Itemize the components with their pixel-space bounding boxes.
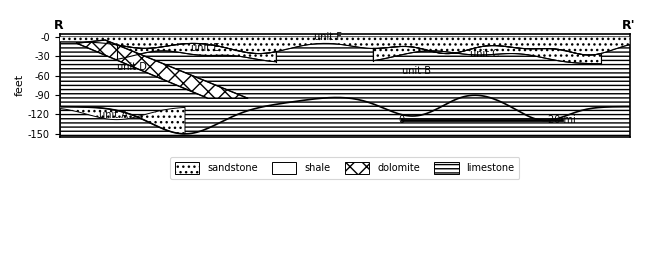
Polygon shape: [60, 37, 630, 137]
Text: unit E: unit E: [190, 43, 219, 53]
Text: unit F: unit F: [314, 32, 341, 42]
Text: R: R: [54, 19, 64, 32]
Text: unit D: unit D: [116, 62, 146, 72]
Text: 20 mi: 20 mi: [548, 115, 575, 125]
Y-axis label: feet: feet: [15, 74, 25, 96]
Text: R': R': [622, 19, 636, 32]
Text: unit A: unit A: [99, 110, 128, 120]
Text: 0: 0: [398, 115, 405, 125]
Legend: sandstone, shale, dolomite, limestone: sandstone, shale, dolomite, limestone: [170, 157, 519, 179]
Text: unit C: unit C: [470, 49, 499, 59]
Polygon shape: [60, 107, 185, 134]
Polygon shape: [373, 46, 601, 64]
Polygon shape: [60, 37, 630, 55]
Text: unit B: unit B: [402, 66, 431, 76]
Polygon shape: [116, 43, 276, 62]
Polygon shape: [77, 40, 248, 98]
